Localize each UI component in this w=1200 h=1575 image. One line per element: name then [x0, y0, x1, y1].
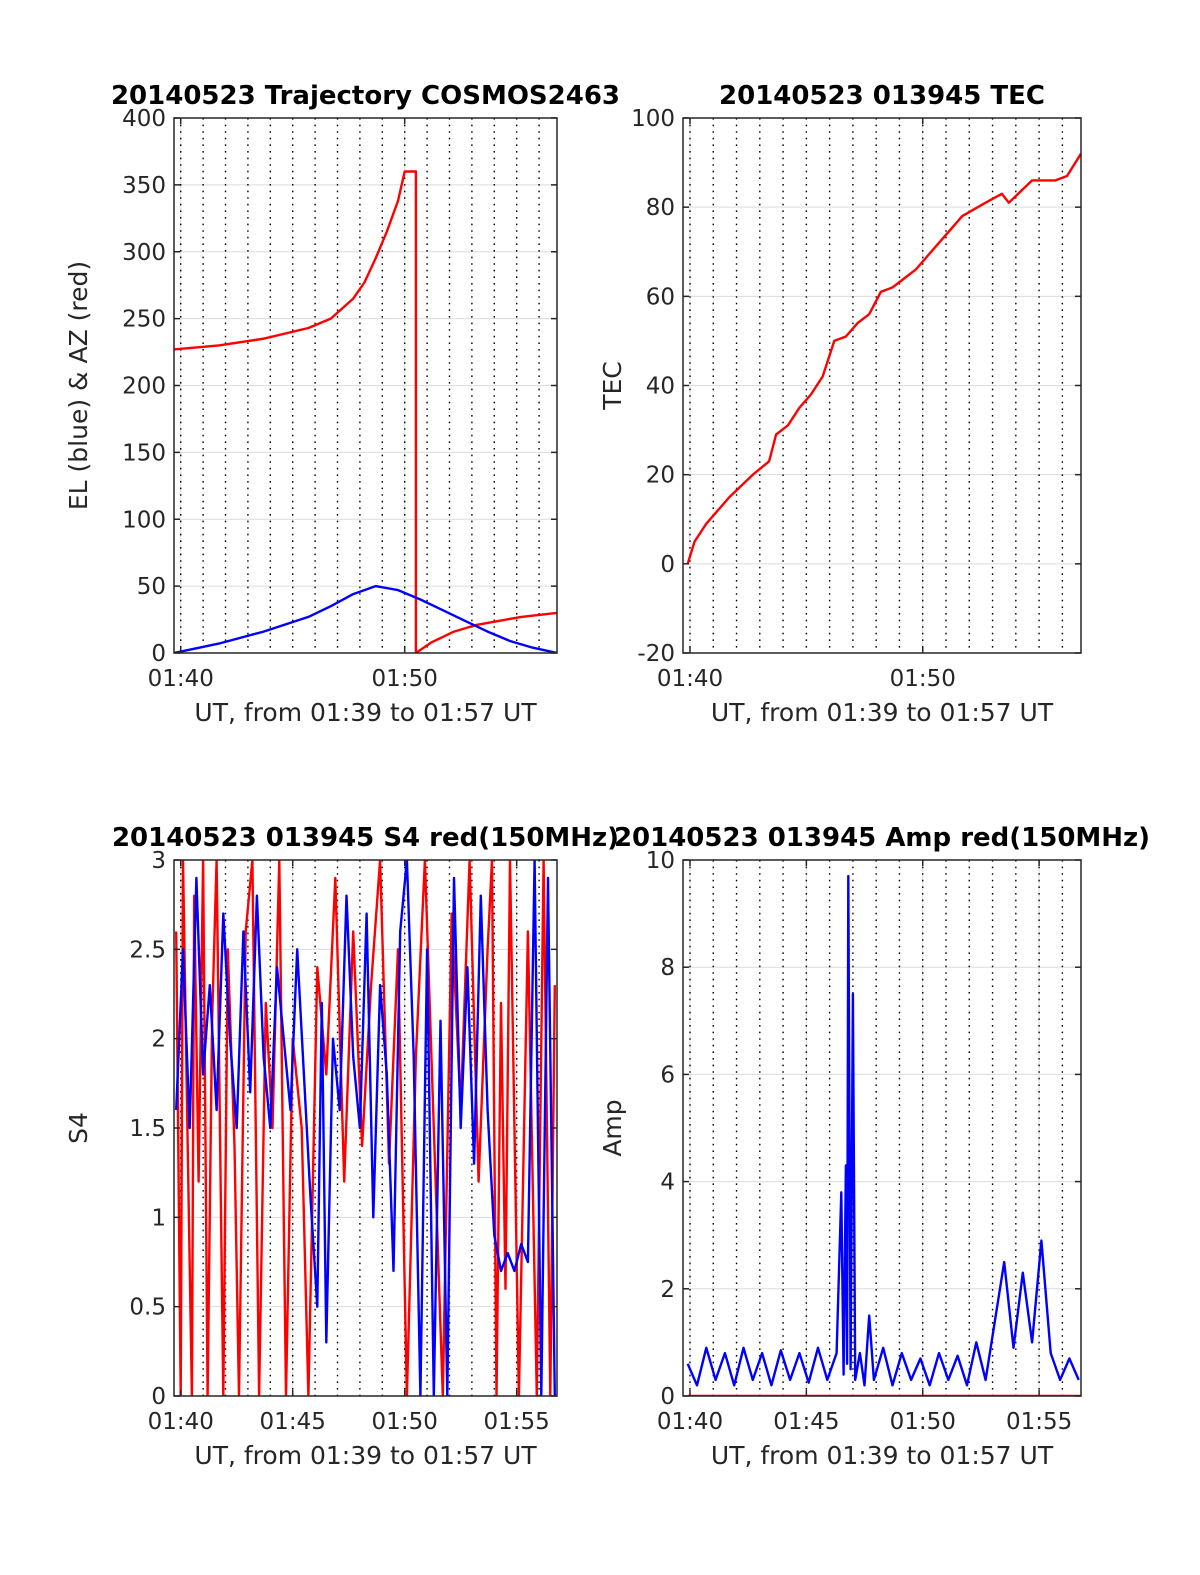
y-tick-label: 2: [660, 1277, 675, 1303]
y-tick-label: 40: [646, 374, 675, 400]
series-line-2: [175, 860, 556, 1396]
y-tick-label: 0: [151, 1384, 166, 1410]
y-tick-label: 1.5: [129, 1116, 166, 1142]
y-tick-label: 6: [660, 1062, 675, 1088]
series-line-1: [175, 860, 556, 1396]
y-axis-label: TEC: [598, 361, 627, 411]
chart-2: -20 0 20 40 60 80 100 01:40 01:50 20140523 013945…: [598, 81, 1082, 727]
x-tick-label: 01:50: [890, 1409, 956, 1435]
y-tick-label: 300: [122, 240, 166, 266]
x-tick-label: 01:45: [260, 1409, 326, 1435]
y-tick-label: 0.5: [129, 1295, 166, 1321]
y-tick-label: 100: [631, 106, 675, 132]
x-tick-label: 01:50: [372, 666, 438, 692]
x-axis-label: UT, from 01:39 to 01:57 UT: [194, 1441, 537, 1470]
x-axis-label: UT, from 01:39 to 01:57 UT: [711, 1441, 1054, 1470]
chart-title: 20140523 013945 Amp red(150MHz): [614, 823, 1150, 853]
y-axis-label: Amp: [598, 1099, 627, 1156]
x-tick-label: 01:50: [372, 1409, 438, 1435]
x-tick-label: 01:40: [148, 1409, 214, 1435]
axes-box: [682, 859, 1082, 1397]
y-tick-label: 1: [151, 1205, 166, 1231]
y-tick-label: 0: [660, 552, 675, 578]
series-line-2: [174, 584, 557, 653]
series-line-1: [174, 170, 557, 653]
chart-3: 0 0.5 1 1.5 2 2.5 3 01:40 01:45 01:50 01:55 2014052…: [64, 823, 619, 1470]
x-tick-label: 01:55: [484, 1409, 550, 1435]
y-tick-label: 20: [646, 463, 675, 489]
y-tick-label: 10: [646, 848, 675, 874]
series-line-1: [686, 153, 1081, 565]
series-line-2: [686, 874, 1080, 1387]
x-tick-label: 01:45: [773, 1409, 839, 1435]
y-tick-label: -20: [637, 641, 675, 667]
x-axis-label: UT, from 01:39 to 01:57 UT: [711, 698, 1054, 727]
y-tick-label: 400: [122, 106, 166, 132]
y-tick-label: 2.5: [129, 937, 166, 963]
y-axis-label: S4: [64, 1112, 93, 1144]
y-tick-label: 0: [151, 641, 166, 667]
y-tick-label: 350: [122, 173, 166, 199]
x-tick-label: 01:40: [148, 666, 214, 692]
x-axis-label: UT, from 01:39 to 01:57 UT: [194, 698, 537, 727]
y-axis-label: EL (blue) & AZ (red): [64, 261, 93, 510]
chart-title: 20140523 013945 S4 red(150MHz): [112, 823, 619, 853]
x-tick-label: 01:40: [657, 1409, 723, 1435]
y-tick-label: 80: [646, 195, 675, 221]
chart-1: 0 50 100 150 200 250 300 350 400 01:40 01:50 201405…: [64, 81, 620, 727]
x-tick-label: 01:40: [657, 666, 723, 692]
x-tick-label: 01:50: [890, 666, 956, 692]
chart-4: 0 2 4 6 8 10 01:40 01:45 01:50 01:55 20140523 0139…: [598, 823, 1150, 1470]
y-tick-label: 60: [646, 284, 675, 310]
chart-title: 20140523 Trajectory COSMOS2463: [111, 81, 620, 111]
y-tick-label: 4: [660, 1170, 675, 1196]
x-tick-label: 01:55: [1006, 1409, 1072, 1435]
y-tick-label: 0: [660, 1384, 675, 1410]
y-tick-label: 3: [151, 848, 166, 874]
y-tick-label: 2: [151, 1027, 166, 1053]
y-tick-label: 100: [122, 507, 166, 533]
chart-title: 20140523 013945 TEC: [719, 81, 1045, 111]
y-tick-label: 200: [122, 374, 166, 400]
y-tick-label: 50: [137, 574, 166, 600]
y-tick-label: 8: [660, 955, 675, 981]
y-tick-label: 250: [122, 307, 166, 333]
y-tick-label: 150: [122, 440, 166, 466]
